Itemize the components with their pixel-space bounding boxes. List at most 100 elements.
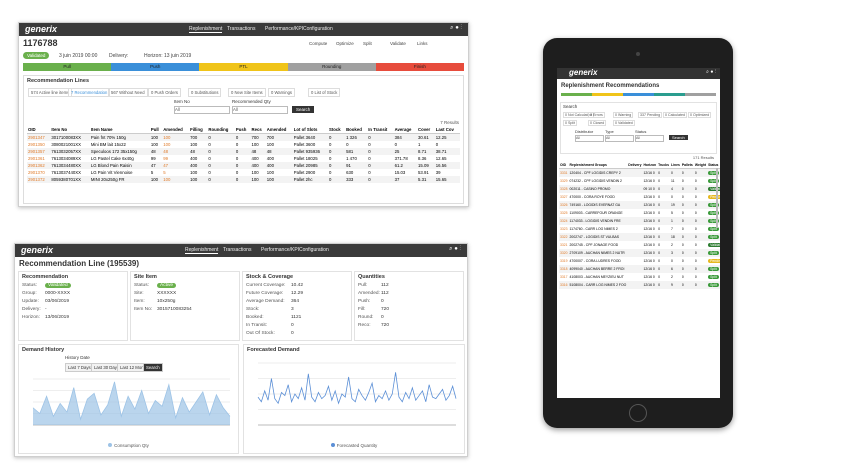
table-cell: Pallet 3600	[293, 142, 316, 147]
field-label: Pull:	[358, 283, 368, 288]
info-box: Recommendation Status: Validated Group: 0000…	[18, 271, 128, 341]
tab[interactable]: 0 List of Stock	[308, 88, 341, 97]
nav-item[interactable]: Performance/KPI	[261, 247, 300, 253]
search-button[interactable]: Search	[292, 106, 315, 113]
status-badge: Validated	[23, 52, 50, 59]
table-cell: 2901370	[28, 170, 45, 175]
nav-item[interactable]: Performance/KPI	[265, 26, 304, 32]
table-cell: 0	[694, 195, 697, 199]
tab[interactable]: 574 Active line items	[28, 88, 73, 97]
table-cell: Pallet 20985	[292, 162, 328, 169]
table-cell: 2901347	[27, 133, 51, 141]
tab[interactable]: 0 Push Orders	[148, 88, 181, 97]
camera	[636, 52, 640, 56]
recommendations-table: OID Replenishment Groups Delivery Horizon Tr…	[559, 161, 720, 289]
table-cell: 3320	[559, 249, 569, 257]
field-input[interactable]: All	[605, 135, 634, 142]
table-cell: 30.61	[417, 133, 435, 141]
table-cell: 3319	[560, 259, 568, 263]
status-filter[interactable]: 0 Calculated	[663, 112, 687, 118]
table-cell: 48	[250, 148, 266, 155]
box-heading: Site Item	[134, 274, 157, 280]
tablet: generix ⌕ ● ⋮ Replenishment Recommendation…	[543, 38, 733, 428]
table-cell: 4700007 - CORA LUDRES FOOD	[569, 259, 621, 263]
tab[interactable]: 0 New Site Items	[228, 88, 266, 97]
table-cell: 48	[189, 148, 208, 155]
table-cell: 12.65	[435, 156, 447, 161]
table-cell: 0	[694, 211, 697, 215]
table-cell: 12/16 0	[643, 211, 655, 215]
tab[interactable]: 0 Warnings	[268, 88, 296, 97]
column-header: Replenishment Groups	[568, 161, 628, 169]
table-cell: 100	[162, 176, 190, 183]
table-cell: 11	[671, 179, 675, 183]
search-button[interactable]: Search	[669, 135, 688, 140]
table-cell: Split	[707, 209, 720, 217]
status-filter[interactable]: 337 Pending	[638, 112, 663, 118]
nav-item[interactable]: Transactions	[227, 26, 256, 32]
status-filter[interactable]: 0 Split	[563, 120, 577, 126]
status-badge: Split	[708, 275, 719, 279]
tab[interactable]: 0 Substitutions	[188, 88, 222, 97]
table-cell: Split	[707, 217, 720, 225]
table-cell: 1174760 - CARR LOG NIMES 2	[569, 227, 618, 231]
range-button[interactable]: Last 7 Days	[65, 363, 94, 372]
nav-item[interactable]: Transactions	[223, 247, 252, 253]
status-filter[interactable]: 0 Not Calculated	[563, 112, 594, 118]
tab[interactable]: 7 Recommendation	[68, 88, 111, 97]
table-cell: 0	[207, 162, 235, 169]
field-input[interactable]: All	[635, 135, 664, 142]
table-cell: 2901372	[27, 176, 51, 183]
action-button[interactable]: Links	[417, 41, 428, 46]
status-filter[interactable]: 0 Errors	[588, 112, 605, 118]
table-cell: 0	[693, 217, 708, 225]
range-button[interactable]: Search	[143, 363, 163, 372]
status-badge: Split	[708, 267, 719, 271]
field-label: Status:	[22, 283, 37, 288]
nav-item[interactable]: Configuration	[303, 26, 333, 32]
table-cell: 100	[265, 176, 293, 183]
table-cell: 3327	[560, 195, 568, 199]
scrollbar	[716, 168, 718, 228]
table-cell: 1 326	[345, 133, 368, 141]
table-cell: Split	[707, 177, 720, 185]
field-value: 12.29	[291, 291, 304, 296]
table-cell: 0	[328, 170, 332, 175]
table-cell: 12/16 0	[642, 168, 658, 177]
action-button[interactable]: Split	[363, 41, 372, 46]
action-button[interactable]: Optimize	[336, 41, 354, 46]
table-cell: 53.91	[418, 170, 429, 175]
table-cell: 0	[658, 179, 660, 183]
tab[interactable]: 567 Without Need	[108, 88, 148, 97]
table-cell: 2002745 - CPF JONAGE FOOD	[569, 243, 619, 247]
table-cell: 3321	[560, 243, 568, 247]
table-cell: 5	[150, 170, 154, 175]
table-cell: 100	[266, 170, 274, 175]
field-value: -	[45, 307, 47, 312]
field-label: Reco:	[358, 323, 371, 328]
action-button[interactable]: Validate	[390, 41, 406, 46]
legend-label: Consumption Qty	[114, 443, 149, 448]
filter-input[interactable]: All	[174, 106, 230, 114]
field-input[interactable]: All	[575, 135, 604, 142]
table-cell: 0	[693, 265, 708, 273]
nav-item[interactable]: Replenishment	[189, 26, 223, 33]
table-cell: Validated	[707, 185, 720, 193]
table-cell: 0	[367, 176, 394, 183]
table-cell: 0	[208, 142, 211, 147]
filter-input[interactable]: All	[232, 106, 288, 114]
progress-segment	[592, 93, 623, 96]
table-cell: 47	[149, 162, 163, 169]
status-filter[interactable]: 0 Validated	[613, 120, 635, 126]
nav-item[interactable]: Replenishment	[185, 247, 219, 254]
status-filter[interactable]: 0 Warning	[613, 112, 634, 118]
status-filter[interactable]: 0 Optimized	[688, 112, 712, 118]
nav-item[interactable]: Configuration	[299, 247, 329, 253]
chart-panel: Demand History History Date Last 7 Days Las…	[18, 344, 239, 454]
table-cell: Split	[707, 233, 720, 241]
action-button[interactable]: Compute	[309, 41, 328, 46]
table-cell: Split	[707, 249, 720, 257]
table-cell: 12/16 0	[643, 227, 655, 231]
status-filter[interactable]: 0 Closed	[588, 120, 607, 126]
status-badge: Pending	[708, 195, 720, 199]
